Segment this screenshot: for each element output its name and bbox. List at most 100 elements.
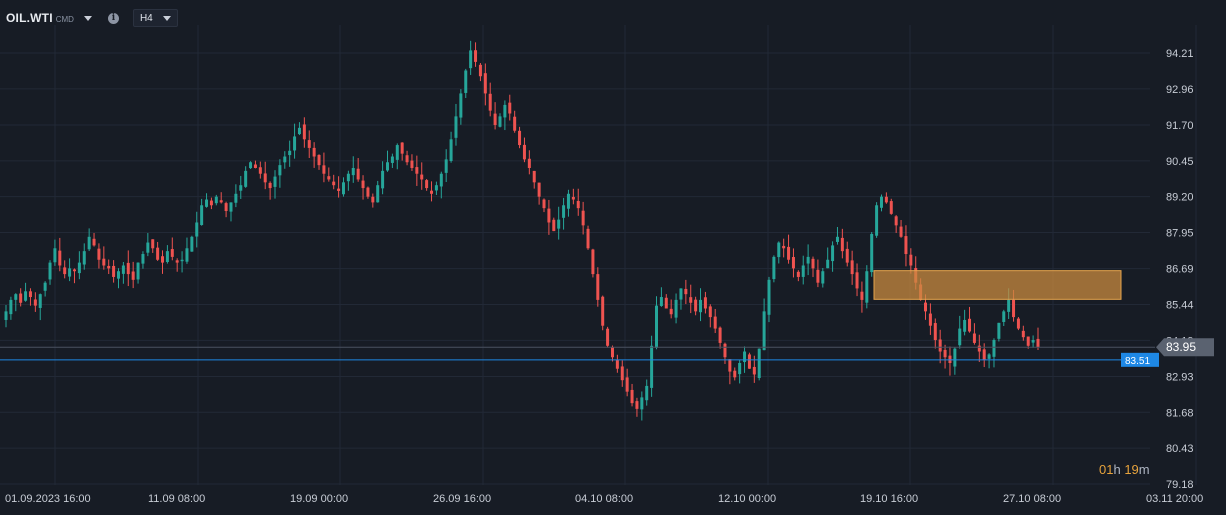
candle — [24, 282, 28, 302]
candle — [420, 162, 424, 190]
candle — [190, 235, 194, 252]
candle-body — [845, 248, 849, 263]
candle — [395, 143, 399, 170]
candle-body — [889, 201, 893, 214]
candle — [14, 293, 18, 312]
candle — [879, 194, 883, 212]
candle-body — [469, 50, 473, 69]
candle — [317, 154, 321, 170]
candle-body — [43, 282, 47, 291]
candle — [840, 228, 844, 259]
candle-body — [180, 259, 184, 262]
candle-body — [112, 265, 116, 277]
candle-body — [410, 160, 414, 168]
candle — [293, 123, 297, 159]
candle-body — [733, 370, 737, 378]
candle — [679, 288, 683, 310]
candle-body — [801, 265, 805, 277]
candle-body — [787, 246, 791, 260]
candle — [322, 152, 326, 183]
candle-body — [288, 150, 292, 156]
info-icon[interactable]: i — [107, 12, 119, 24]
candle-body — [547, 208, 551, 223]
candle — [684, 279, 688, 305]
candle-body — [972, 333, 976, 343]
candle — [997, 322, 1001, 342]
candle — [571, 188, 575, 205]
candle-body — [474, 50, 478, 62]
countdown-hours-unit: h — [1113, 462, 1121, 477]
candle-body — [674, 299, 678, 318]
candle-body — [400, 142, 404, 154]
timeframe-select[interactable]: H4 — [132, 9, 178, 27]
candle-body — [694, 299, 698, 312]
candle — [478, 63, 482, 82]
candle — [28, 288, 32, 306]
candle — [811, 256, 815, 278]
candle — [782, 238, 786, 258]
candle-body — [209, 200, 213, 206]
candle-body — [537, 182, 541, 197]
symbol-dropdown-chevron-down-icon[interactable] — [83, 15, 92, 21]
candle-body — [131, 271, 135, 280]
candle — [723, 342, 727, 364]
candle-body — [591, 249, 595, 275]
candle-body — [963, 319, 967, 332]
candle-body — [454, 116, 458, 138]
candle-body — [205, 199, 209, 207]
candle-body — [645, 385, 649, 401]
candle-body — [24, 291, 28, 301]
candle-body — [332, 181, 336, 186]
candle-body — [493, 113, 497, 125]
candle — [185, 237, 189, 264]
y-tick-label: 87.95 — [1166, 228, 1194, 240]
candle — [699, 288, 703, 322]
candle — [826, 247, 830, 269]
candle-body — [371, 196, 375, 203]
candle — [635, 397, 639, 417]
candle — [557, 206, 561, 240]
candle-body — [175, 260, 179, 263]
candle — [992, 338, 996, 368]
candle — [33, 292, 37, 312]
symbol-name[interactable]: OIL.WTI — [6, 11, 53, 25]
candle-body — [33, 299, 37, 306]
candle-body — [430, 190, 434, 194]
candle-body — [121, 265, 125, 274]
candle-body — [381, 170, 385, 189]
timeframe-chevron-down-icon — [162, 15, 171, 21]
candle-body — [405, 155, 409, 163]
candle-body — [82, 251, 86, 265]
candle-body — [68, 268, 72, 277]
candle — [425, 178, 429, 191]
candle — [170, 237, 174, 261]
candle-body — [879, 196, 883, 208]
candle — [1026, 336, 1030, 349]
candle-body — [669, 308, 673, 315]
candle — [400, 142, 404, 161]
candle — [381, 161, 385, 195]
candle-body — [439, 173, 443, 187]
candle — [102, 246, 106, 270]
candle — [708, 304, 712, 328]
x-tick-label: 04.10 08:00 — [575, 493, 633, 505]
candle — [850, 250, 854, 285]
candle — [38, 293, 42, 321]
candle-body — [28, 291, 32, 298]
candle-body — [659, 297, 663, 306]
candle — [82, 243, 86, 270]
candle — [1021, 325, 1025, 341]
candle-body — [933, 323, 937, 341]
candle — [444, 149, 448, 183]
candle — [542, 198, 546, 213]
candle-body — [63, 267, 67, 275]
candle — [351, 156, 355, 183]
candle — [909, 248, 913, 274]
candle — [801, 255, 805, 285]
candle — [791, 248, 795, 278]
candle-body — [151, 239, 155, 249]
candle-body — [229, 202, 233, 212]
candle — [806, 244, 810, 276]
